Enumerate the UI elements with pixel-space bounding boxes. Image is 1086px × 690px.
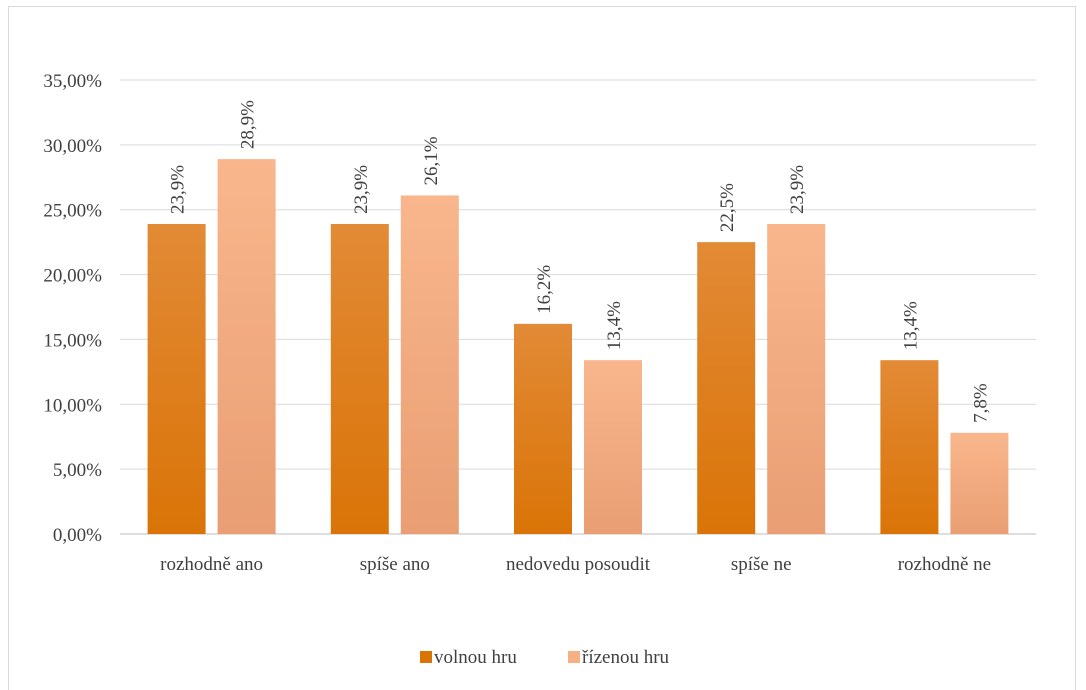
y-tick-label: 30,00% — [43, 136, 102, 157]
y-axis-tick-labels: 0,00% 5,00% 10,00% 15,00% 20,00% 25,00% 30,00%… — [43, 71, 102, 546]
legend-label: volnou hru — [434, 647, 517, 668]
x-category-label: rozhodně ne — [898, 554, 991, 575]
x-axis-category-labels: rozhodně ano spíše ano nedovedu posoudit sp… — [160, 554, 991, 575]
data-labels: 23,9% 28,9% 23,9% 26,1% 16,2% 13,4% 22,5% 23,9%… — [168, 100, 992, 423]
data-label: 13,4% — [900, 301, 921, 350]
bar-rizenou-hru — [950, 432, 1009, 534]
legend-swatch — [420, 651, 432, 663]
x-category-label: spíše ano — [360, 554, 430, 575]
bar-rizenou-hru — [584, 360, 642, 534]
bars — [147, 159, 1009, 535]
chart-frame — [8, 6, 1076, 690]
y-tick-label: 25,00% — [43, 201, 102, 222]
data-label: 13,4% — [604, 301, 625, 350]
y-tick-label: 10,00% — [43, 395, 102, 416]
legend-swatch — [568, 651, 580, 663]
data-label: 22,5% — [717, 183, 738, 232]
bar-volnou-hru — [147, 223, 206, 535]
data-label: 26,1% — [421, 136, 442, 185]
bar-volnou-hru — [514, 323, 572, 534]
data-label: 23,9% — [351, 165, 372, 214]
y-tick-label: 35,00% — [43, 71, 102, 92]
y-tick-label: 0,00% — [53, 525, 102, 546]
bar-rizenou-hru — [217, 159, 276, 534]
data-label: 23,9% — [787, 165, 808, 214]
bar-volnou-hru — [697, 242, 756, 534]
y-tick-label: 5,00% — [53, 460, 102, 481]
x-category-label: spíše ne — [731, 554, 792, 575]
y-tick-label: 20,00% — [43, 266, 102, 287]
data-label: 7,8% — [970, 383, 991, 423]
bar-rizenou-hru — [400, 195, 459, 534]
bar-rizenou-hru — [767, 223, 826, 535]
data-label: 16,2% — [534, 265, 555, 314]
bar-volnou-hru — [880, 360, 939, 534]
x-category-label: nedovedu posoudit — [506, 554, 651, 575]
legend-label: řízenou hru — [582, 647, 670, 668]
legend: volnou hru řízenou hru — [420, 647, 670, 668]
data-label: 23,9% — [168, 165, 189, 214]
bar-volnou-hru — [330, 223, 389, 535]
data-label: 28,9% — [238, 100, 259, 149]
y-tick-label: 15,00% — [43, 330, 102, 351]
x-category-label: rozhodně ano — [160, 554, 263, 575]
